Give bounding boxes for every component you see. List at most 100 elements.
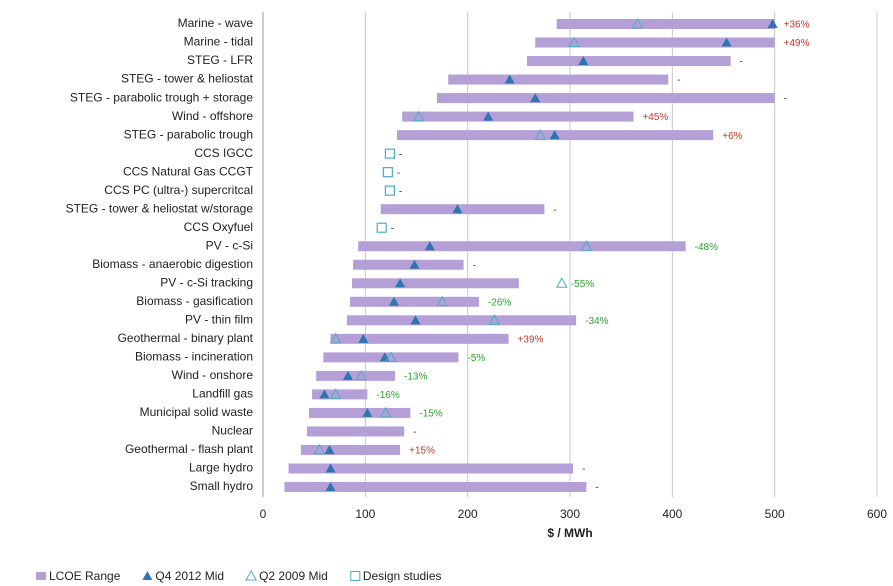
change-label: - xyxy=(595,483,598,494)
design-marker xyxy=(376,222,387,233)
q4-marker xyxy=(409,259,420,269)
q2-marker xyxy=(329,388,342,399)
q4-marker xyxy=(325,463,336,473)
change-label: - xyxy=(740,57,743,68)
q4-marker xyxy=(504,74,515,84)
change-label: -55% xyxy=(571,279,594,290)
range-bar xyxy=(448,74,669,85)
q2-marker xyxy=(488,314,501,325)
change-label: - xyxy=(397,168,400,179)
q4-marker xyxy=(424,241,435,251)
range-bar xyxy=(307,426,405,437)
q4-marker xyxy=(362,407,373,417)
x-tick-label: 200 xyxy=(458,507,478,521)
range-bar xyxy=(284,482,587,492)
change-label: -34% xyxy=(585,316,608,327)
category-label: CCS Oxyfuel xyxy=(184,220,253,234)
change-label: - xyxy=(399,149,402,160)
category-label: Large hydro xyxy=(189,461,253,475)
x-tick-label: 500 xyxy=(765,507,785,521)
q2-marker xyxy=(355,369,368,381)
q4-marker xyxy=(410,315,421,325)
q2-marker xyxy=(555,277,568,288)
change-label: +39% xyxy=(518,334,544,345)
category-label: Biomass - incineration xyxy=(135,350,253,364)
category-label: Biomass - gasification xyxy=(136,294,253,308)
range-bar xyxy=(358,241,686,252)
category-label: PV - c-Si xyxy=(206,238,253,252)
q4-marker xyxy=(452,204,463,214)
x-tick-label: 100 xyxy=(355,507,375,521)
change-label: -13% xyxy=(404,372,427,383)
change-label: -15% xyxy=(419,409,442,420)
q2-marker xyxy=(385,351,397,362)
range-bar xyxy=(316,370,396,381)
category-label: Landfill gas xyxy=(192,387,253,401)
q2-marker xyxy=(412,110,425,122)
range-bar xyxy=(346,315,577,326)
change-label: - xyxy=(553,205,556,216)
legend-label: LCOE Range xyxy=(49,569,121,583)
q2-marker xyxy=(568,36,580,48)
q2-marker xyxy=(436,295,448,307)
change-label: -16% xyxy=(376,390,399,401)
legend-label: Design studies xyxy=(363,569,442,583)
category-label: STEG - tower & heliostat w/storage xyxy=(66,201,254,215)
range-bar xyxy=(309,407,411,418)
category-label: Wind - offshore xyxy=(172,109,253,123)
q4-marker xyxy=(395,278,406,288)
category-label: Biomass - anaerobic digestion xyxy=(92,257,253,271)
q2-marker xyxy=(631,17,644,29)
range-bar xyxy=(352,278,519,289)
q2-marker xyxy=(580,240,593,251)
category-label: Municipal solid waste xyxy=(140,405,254,419)
design-marker xyxy=(384,148,395,159)
change-label: - xyxy=(413,427,416,438)
change-label: -5% xyxy=(467,353,485,364)
range-bar xyxy=(349,296,479,307)
category-label: Marine - wave xyxy=(178,16,254,30)
x-tick-label: 600 xyxy=(867,507,887,521)
change-label: - xyxy=(391,223,394,234)
x-axis-label: $ / MWh xyxy=(547,526,592,540)
change-label: +49% xyxy=(784,38,810,49)
category-label: STEG - tower & heliostat xyxy=(121,72,254,86)
q4-marker xyxy=(483,111,494,121)
category-label: PV - thin film xyxy=(185,312,253,326)
legend-swatch xyxy=(36,572,46,580)
change-label: -48% xyxy=(695,242,718,253)
range-bar xyxy=(288,463,574,474)
category-label: CCS IGCC xyxy=(194,146,253,160)
change-label: - xyxy=(399,186,402,197)
range-bar xyxy=(300,444,401,455)
x-tick-label: 0 xyxy=(260,507,267,521)
category-label: CCS PC (ultra-) supercritcal xyxy=(104,183,253,197)
legend-label: Q2 2009 Mid xyxy=(259,569,328,583)
q2-marker xyxy=(379,406,392,418)
q4-marker xyxy=(342,370,353,380)
x-tick-label: 400 xyxy=(662,507,682,521)
range-bar xyxy=(323,352,459,363)
change-label: - xyxy=(677,75,680,86)
change-label: - xyxy=(582,464,585,475)
q4-marker xyxy=(578,56,589,66)
category-label: Small hydro xyxy=(190,479,254,493)
range-bar xyxy=(527,56,731,67)
legend-swatch xyxy=(142,571,153,580)
legend-label: Q4 2012 Mid xyxy=(155,569,224,583)
q4-marker xyxy=(549,130,560,140)
change-label: +6% xyxy=(722,131,742,142)
category-label: STEG - parabolic trough xyxy=(124,127,253,141)
range-bar xyxy=(556,19,775,29)
q4-marker xyxy=(767,19,778,28)
range-bar xyxy=(380,204,545,215)
range-bar xyxy=(312,389,368,400)
range-bar xyxy=(402,111,634,122)
q4-marker xyxy=(530,93,541,103)
change-label: - xyxy=(784,94,787,105)
change-label: - xyxy=(473,260,476,271)
change-label: -26% xyxy=(488,297,511,308)
change-label: +15% xyxy=(409,446,435,457)
category-label: PV - c-Si tracking xyxy=(160,275,253,289)
category-label: Geothermal - binary plant xyxy=(118,331,254,345)
